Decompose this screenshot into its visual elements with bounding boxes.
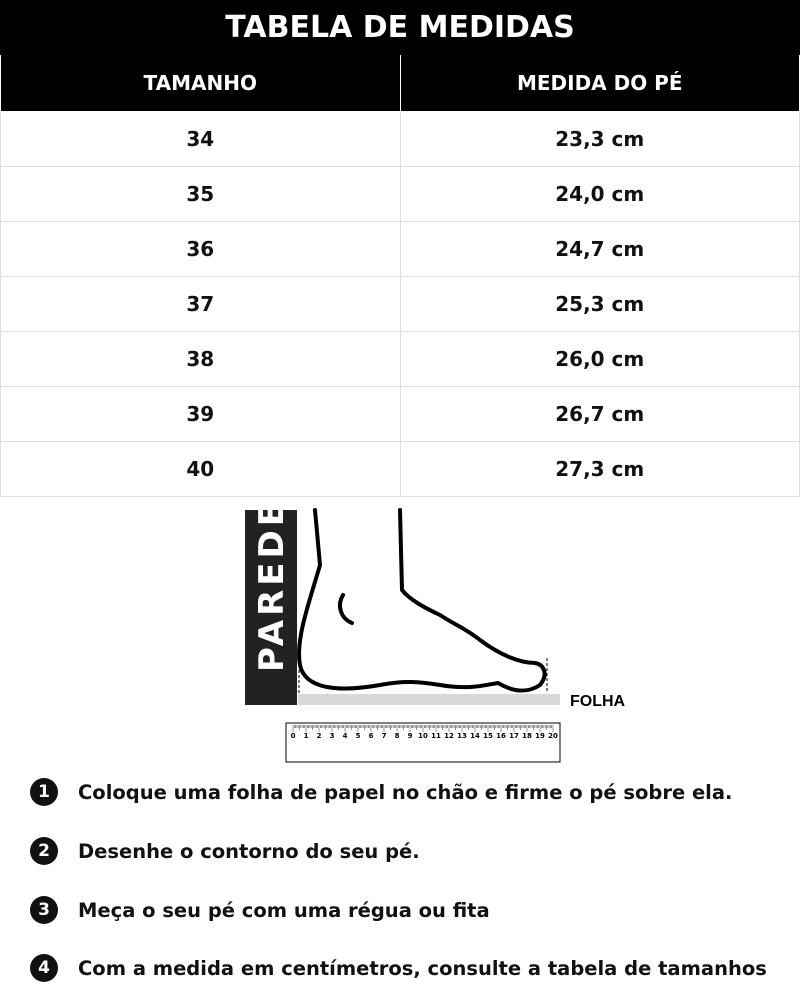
step-text: Coloque uma folha de papel no chão e fir…: [78, 780, 733, 804]
ruler-label: 15: [483, 732, 493, 740]
ruler-label: 7: [382, 732, 387, 740]
size-cell: 34: [0, 110, 401, 167]
ruler-label: 5: [356, 732, 361, 740]
ruler-label: 18: [522, 732, 532, 740]
table-row: 37 25,3 cm: [0, 275, 800, 332]
size-cell: 39: [0, 385, 401, 442]
step-number-badge: 4: [30, 954, 58, 982]
foot-length-cell: 25,3 cm: [399, 275, 800, 332]
foot-length-cell: 23,3 cm: [399, 110, 800, 167]
size-cell: 38: [0, 330, 401, 387]
ruler-label: 2: [317, 732, 322, 740]
table-row: 34 23,3 cm: [0, 110, 800, 167]
ruler-label: 13: [457, 732, 467, 740]
ruler-label: 9: [408, 732, 413, 740]
ruler-label: 20: [548, 732, 558, 740]
foot-measurement-diagram: PAREDE FOLHA 0 1 2 3 4 5 6 7 8 9 10 11 12 13 14 15 16 17 1…: [245, 500, 626, 763]
size-cell: 40: [0, 440, 401, 497]
ruler-label: 8: [395, 732, 400, 740]
ruler-label: 6: [369, 732, 374, 740]
ruler-label: 16: [496, 732, 506, 740]
ruler-label: 4: [343, 732, 348, 740]
size-table: TAMANHO MEDIDA DO PÉ 34 23,3 cm 35 24,0 cm 3…: [0, 55, 800, 497]
page-title: TABELA DE MEDIDAS: [0, 0, 800, 55]
step-text: Meça o seu pé com uma régua ou fita: [78, 898, 490, 922]
ruler-label: 1: [304, 732, 309, 740]
step-text: Desenhe o contorno do seu pé.: [78, 839, 420, 863]
ruler-label: 14: [470, 732, 480, 740]
ruler-label: 19: [535, 732, 545, 740]
sheet: [298, 694, 560, 705]
wall: [245, 510, 297, 705]
table-row: 39 26,7 cm: [0, 385, 800, 442]
size-cell: 37: [0, 275, 401, 332]
table-row: 36 24,7 cm: [0, 220, 800, 277]
ankle-icon: [338, 593, 354, 625]
ruler-label: 10: [418, 732, 428, 740]
sheet-label: FOLHA: [570, 693, 626, 710]
foot-outline-icon: [297, 508, 547, 693]
step-text: Com a medida em centímetros, consulte a …: [78, 956, 767, 980]
instruction-step: 4 Com a medida em centímetros, consulte a…: [30, 953, 767, 983]
table-row: 40 27,3 cm: [0, 440, 800, 497]
column-header-foot-length: MEDIDA DO PÉ: [399, 55, 800, 112]
step-number-badge: 2: [30, 837, 58, 865]
wall-label: PAREDE: [252, 500, 292, 672]
table-header-row: TAMANHO MEDIDA DO PÉ: [0, 55, 800, 112]
table-row: 38 26,0 cm: [0, 330, 800, 387]
column-header-size: TAMANHO: [0, 55, 401, 112]
step-number-badge: 3: [30, 896, 58, 924]
ruler-label: 12: [444, 732, 454, 740]
table-row: 35 24,0 cm: [0, 165, 800, 222]
instruction-step: 2 Desenhe o contorno do seu pé.: [30, 836, 420, 866]
foot-length-cell: 27,3 cm: [399, 440, 800, 497]
size-cell: 35: [0, 165, 401, 222]
ruler: 0 1 2 3 4 5 6 7 8 9 10 11 12 13 14 15 16 17 18 19 20: [285, 722, 561, 763]
step-number-badge: 1: [30, 778, 58, 806]
foot-length-cell: 24,0 cm: [399, 165, 800, 222]
ruler-label: 0: [291, 732, 296, 740]
ruler-label: 3: [330, 732, 335, 740]
ruler-label: 11: [431, 732, 441, 740]
ruler-label: 17: [509, 732, 519, 740]
instruction-step: 1 Coloque uma folha de papel no chão e fi…: [30, 777, 732, 807]
foot-length-cell: 24,7 cm: [399, 220, 800, 277]
foot-length-cell: 26,7 cm: [399, 385, 800, 442]
foot-length-cell: 26,0 cm: [399, 330, 800, 387]
instruction-step: 3 Meça o seu pé com uma régua ou fita: [30, 895, 490, 925]
size-cell: 36: [0, 220, 401, 277]
